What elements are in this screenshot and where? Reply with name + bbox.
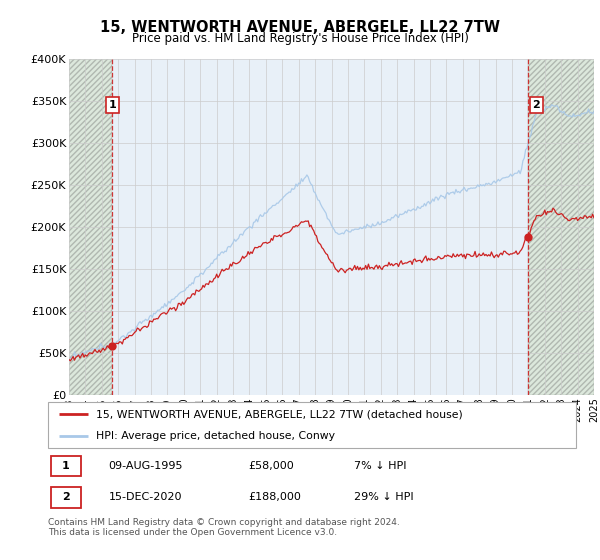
- Text: HPI: Average price, detached house, Conwy: HPI: Average price, detached house, Conw…: [95, 431, 335, 441]
- FancyBboxPatch shape: [48, 402, 576, 448]
- FancyBboxPatch shape: [50, 487, 81, 507]
- Text: 1: 1: [109, 100, 116, 110]
- Text: 2: 2: [62, 492, 70, 502]
- Text: Contains HM Land Registry data © Crown copyright and database right 2024.
This d: Contains HM Land Registry data © Crown c…: [48, 518, 400, 538]
- Text: £188,000: £188,000: [248, 492, 302, 502]
- Text: 2: 2: [532, 100, 540, 110]
- Text: 15, WENTWORTH AVENUE, ABERGELE, LL22 7TW (detached house): 15, WENTWORTH AVENUE, ABERGELE, LL22 7TW…: [95, 409, 462, 419]
- Text: 15-DEC-2020: 15-DEC-2020: [109, 492, 182, 502]
- Text: Price paid vs. HM Land Registry's House Price Index (HPI): Price paid vs. HM Land Registry's House …: [131, 32, 469, 45]
- Text: £58,000: £58,000: [248, 461, 295, 471]
- Text: 15, WENTWORTH AVENUE, ABERGELE, LL22 7TW: 15, WENTWORTH AVENUE, ABERGELE, LL22 7TW: [100, 20, 500, 35]
- Bar: [69, 59, 112, 395]
- Text: 09-AUG-1995: 09-AUG-1995: [109, 461, 183, 471]
- Bar: [527, 59, 594, 395]
- Text: 7% ↓ HPI: 7% ↓ HPI: [354, 461, 407, 471]
- Text: 1: 1: [62, 461, 70, 471]
- Text: 29% ↓ HPI: 29% ↓ HPI: [354, 492, 414, 502]
- FancyBboxPatch shape: [50, 455, 81, 476]
